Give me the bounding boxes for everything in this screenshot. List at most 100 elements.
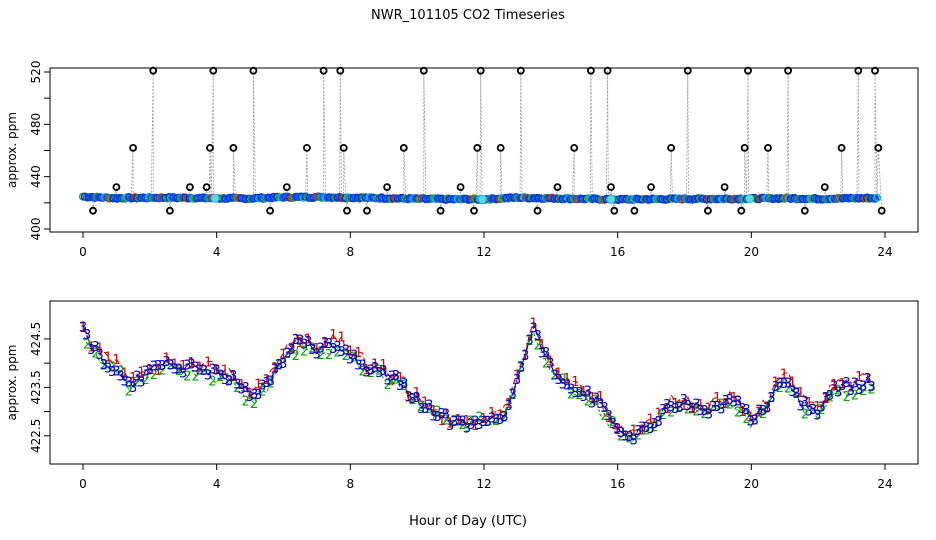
series-marker-2: 2 [717, 398, 725, 413]
outlier-point [129, 143, 138, 152]
outlier-point [206, 143, 214, 152]
series-marker-1: 1 [863, 372, 871, 387]
series-marker-3: 3 [258, 378, 266, 393]
outlier-point [282, 183, 291, 192]
series-marker-3: 3 [688, 402, 696, 417]
series-marker-3: 3 [638, 421, 646, 436]
series-marker-3: 3 [721, 394, 729, 409]
series-marker-2: 2 [300, 344, 308, 359]
series-marker-2: 2 [375, 364, 383, 379]
series-marker-3: 3 [379, 364, 387, 379]
series-marker-2: 2 [567, 388, 575, 403]
x-tick-label: 24 [877, 477, 892, 491]
series-marker-3: 3 [630, 434, 638, 449]
series-marker-2: 2 [525, 334, 533, 349]
series-marker-1: 1 [96, 342, 104, 357]
series-marker-3: 3 [813, 409, 821, 424]
series-marker-3: 3 [438, 407, 446, 422]
series-marker-3: 3 [187, 358, 195, 373]
series-line [83, 70, 883, 211]
x-tick-label: 20 [744, 245, 759, 259]
series-marker-1: 1 [713, 391, 721, 406]
series-marker-3: 3 [655, 415, 663, 430]
series-marker-1: 1 [855, 370, 863, 385]
outlier-point [319, 66, 328, 75]
series-marker-1: 1 [746, 411, 754, 426]
series-marker-3: 3 [125, 376, 133, 391]
series-marker-2: 2 [625, 431, 633, 446]
y-tick-label: 520 [29, 61, 43, 84]
outlier-point [837, 143, 846, 152]
series-marker-3: 3 [446, 419, 454, 434]
series-marker-3: 3 [713, 400, 721, 415]
series-marker-3: 3 [705, 407, 713, 422]
outlier-point [249, 66, 258, 75]
series-marker-3: 3 [663, 398, 671, 413]
data-point-highlight [210, 193, 220, 203]
series-marker-2: 2 [684, 402, 692, 417]
series-marker-2: 2 [834, 383, 842, 398]
series-marker-3: 3 [738, 402, 746, 417]
outlier-point [647, 183, 655, 192]
series-marker-1: 1 [329, 328, 337, 343]
series-marker-1: 1 [671, 397, 679, 412]
series-marker-3: 3 [233, 377, 241, 392]
series-marker-3: 3 [546, 356, 554, 371]
x-tick-label: 12 [476, 477, 491, 491]
outlier-point [607, 183, 615, 192]
series-marker-2: 2 [317, 348, 325, 363]
series-marker-3: 3 [634, 424, 642, 439]
series-marker-3: 3 [797, 400, 805, 415]
series-marker-3: 3 [267, 375, 275, 390]
series-marker-1: 1 [721, 397, 729, 412]
outlier-point [112, 183, 121, 192]
series-marker-3: 3 [388, 369, 396, 384]
series-marker-2: 2 [383, 378, 391, 393]
series-marker-1: 1 [304, 333, 312, 348]
series-marker-3: 3 [459, 414, 467, 429]
outlier-point [667, 143, 675, 152]
series-marker-1: 1 [137, 365, 145, 380]
series-marker-1: 1 [287, 342, 295, 357]
series-marker-2: 2 [166, 358, 174, 373]
series-marker-3: 3 [521, 349, 529, 364]
series-marker-3: 3 [296, 334, 304, 349]
x-tick-label: 0 [79, 477, 87, 491]
series-marker-3: 3 [221, 373, 229, 388]
series-marker-3: 3 [108, 365, 116, 380]
outlier-point [603, 66, 612, 75]
series-marker-2: 2 [183, 370, 191, 385]
series-marker-3: 3 [701, 404, 709, 419]
series-marker-2: 2 [867, 383, 875, 398]
series-marker-2: 2 [801, 408, 809, 423]
series-marker-3: 3 [784, 376, 792, 391]
series-marker-2: 2 [817, 403, 825, 418]
x-axis-label: Hour of Day (UTC) [409, 514, 527, 529]
series-marker-2: 2 [651, 420, 659, 435]
outlier-point [209, 66, 218, 75]
series-marker-3: 3 [250, 388, 258, 403]
series-marker-3: 3 [413, 391, 421, 406]
series-marker-3: 3 [571, 386, 579, 401]
series-marker-3: 3 [755, 403, 763, 418]
series-marker-2: 2 [408, 393, 416, 408]
series-marker-1: 1 [613, 423, 621, 438]
series-marker-3: 3 [834, 386, 842, 401]
series-marker-3: 3 [822, 391, 830, 406]
series-marker-3: 3 [421, 402, 429, 417]
series-marker-3: 3 [417, 402, 425, 417]
series-marker-3: 3 [158, 359, 166, 374]
series-marker-2: 2 [609, 415, 617, 430]
series-marker-3: 3 [300, 337, 308, 352]
series-marker-2: 2 [192, 370, 200, 385]
series-marker-2: 2 [83, 338, 91, 353]
series-line-1 [82, 320, 873, 437]
series-marker-3: 3 [246, 390, 254, 405]
series-marker-1: 1 [346, 345, 354, 360]
series-marker-3: 3 [563, 379, 571, 394]
series-marker-2: 2 [742, 412, 750, 427]
series-marker-1: 1 [605, 411, 613, 426]
series-marker-3: 3 [838, 379, 846, 394]
outlier-point [336, 66, 345, 75]
series-marker-3: 3 [642, 421, 650, 436]
